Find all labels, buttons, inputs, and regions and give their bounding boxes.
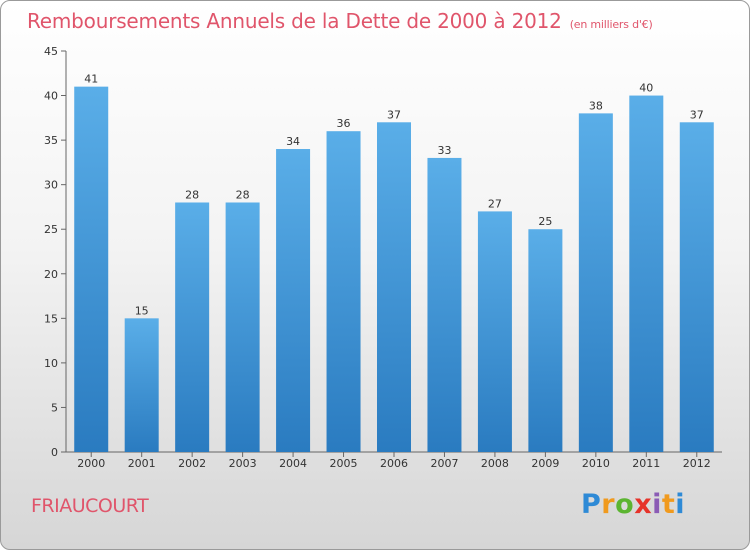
x-tick-label: 2004 (279, 457, 307, 470)
y-tick-label: 10 (44, 357, 58, 370)
bar (427, 157, 462, 452)
chart-subtitle: (en milliers d'€) (569, 18, 653, 31)
bar (74, 86, 109, 453)
x-tick-label: 2011 (632, 457, 660, 470)
x-tick-label: 2000 (77, 457, 105, 470)
y-tick-label: 20 (44, 268, 58, 281)
bar-value-label: 41 (84, 73, 98, 86)
bar (629, 95, 664, 453)
bar (477, 211, 512, 452)
bar (326, 131, 361, 452)
y-tick-label: 25 (44, 223, 58, 236)
bar-value-label: 33 (437, 144, 451, 157)
commune-name: FRIAUCOURT (31, 495, 149, 517)
bar (225, 202, 260, 452)
bar-value-label: 36 (337, 117, 351, 130)
x-tick-label: 2008 (481, 457, 509, 470)
bar (276, 149, 311, 452)
bar-value-label: 38 (589, 99, 603, 112)
y-tick-label: 45 (44, 45, 58, 58)
y-tick-label: 15 (44, 312, 58, 325)
bar (377, 122, 411, 453)
y-tick-label: 5 (51, 401, 58, 414)
bar-value-label: 34 (286, 135, 300, 148)
bar-value-label: 37 (690, 108, 704, 121)
chart-title: Remboursements Annuels de la Dette de 20… (27, 9, 653, 33)
y-tick-label: 0 (51, 446, 58, 459)
bar (679, 122, 714, 453)
bar-value-label: 28 (236, 188, 250, 201)
bar-value-label: 27 (488, 197, 502, 210)
x-tick-label: 2007 (430, 457, 458, 470)
bar (528, 229, 563, 452)
bar-value-label: 15 (135, 304, 149, 317)
bar-value-label: 40 (639, 82, 653, 95)
y-tick-label: 30 (44, 179, 58, 192)
x-tick-label: 2012 (683, 457, 711, 470)
bar (175, 202, 210, 452)
x-tick-label: 2006 (380, 457, 408, 470)
x-tick-label: 2010 (582, 457, 610, 470)
x-tick-label: 2002 (178, 457, 206, 470)
x-tick-label: 2009 (531, 457, 559, 470)
bar-value-label: 37 (387, 108, 401, 121)
bar (578, 113, 613, 452)
bar-value-label: 28 (185, 188, 199, 201)
x-tick-label: 2003 (229, 457, 257, 470)
proxiti-logo: Proxiti (581, 489, 686, 520)
y-tick-label: 40 (44, 90, 58, 103)
x-tick-label: 2005 (330, 457, 358, 470)
x-tick-label: 2001 (128, 457, 156, 470)
bar-value-label: 25 (538, 215, 552, 228)
bar (124, 318, 159, 452)
y-tick-label: 35 (44, 134, 58, 147)
